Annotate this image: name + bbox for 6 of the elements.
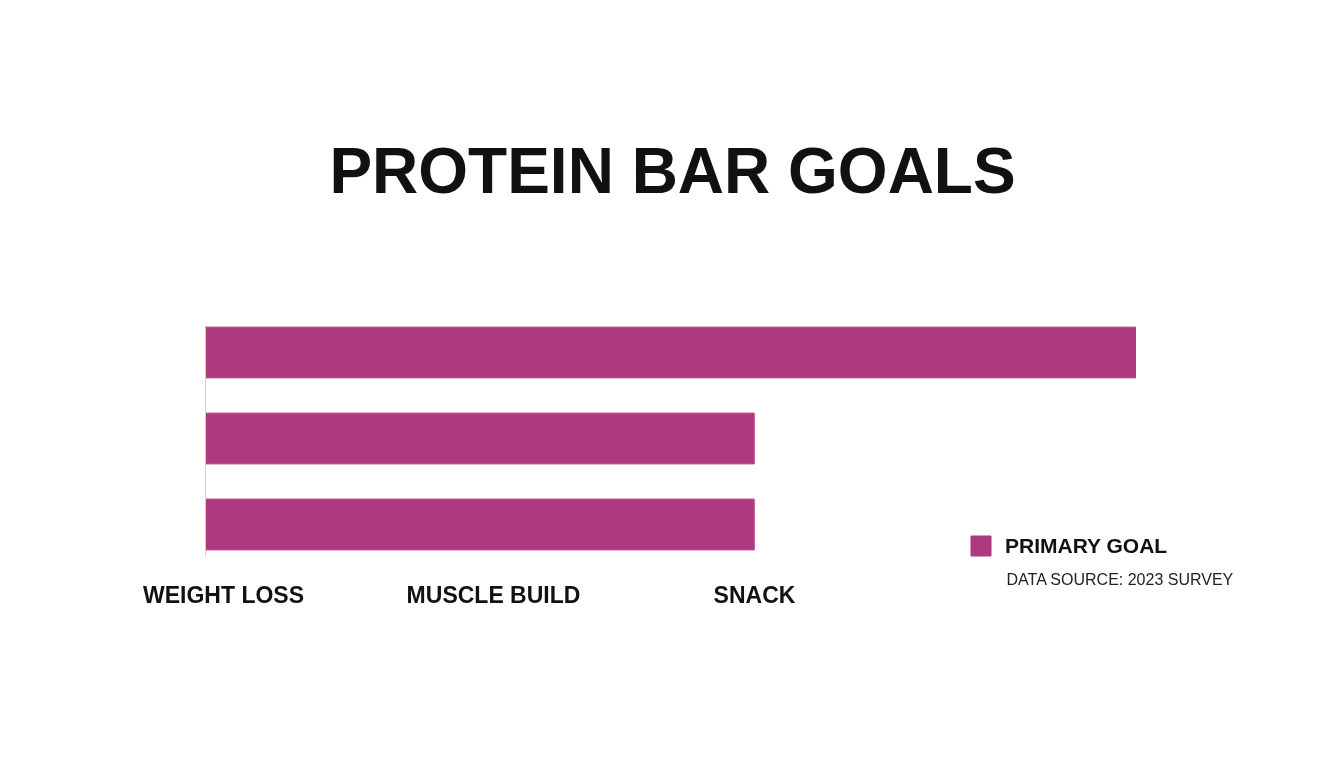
legend-label: PRIMARY GOAL (1005, 533, 1168, 558)
chart-title: PROTEIN BAR GOALS (329, 134, 1016, 207)
text: WEIGHT LOSS (143, 581, 304, 608)
text: SNACK (713, 581, 796, 608)
source-note: DATA SOURCE: 2023 SURVEY (1006, 571, 1234, 588)
text: MUSCLE BUILD (406, 581, 581, 608)
